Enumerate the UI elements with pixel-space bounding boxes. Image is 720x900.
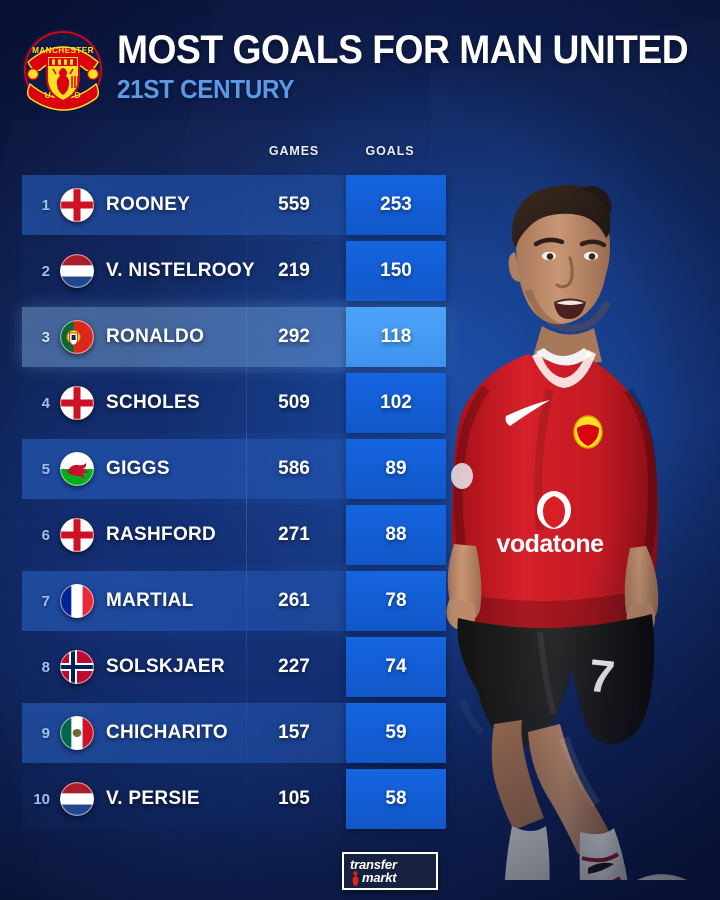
transfermarkt-logo-line2: markt — [362, 870, 397, 885]
row-rank: 8 — [41, 658, 50, 676]
england-flag-icon — [60, 188, 94, 222]
row-rank: 9 — [41, 724, 50, 742]
row-games-value: 227 — [278, 656, 310, 677]
row-goals-block: 89 — [346, 439, 446, 499]
wales-flag-icon — [60, 452, 94, 486]
column-header-games: GAMES — [268, 144, 320, 158]
row-rank: 10 — [33, 790, 50, 808]
column-divider — [246, 175, 247, 835]
row-games-value: 292 — [278, 326, 310, 347]
row-goals-block: 59 — [346, 703, 446, 763]
row-goals-value: 88 — [385, 524, 407, 545]
row-games-value: 509 — [278, 392, 310, 413]
row-goals-value: 253 — [380, 194, 412, 215]
norway-flag-icon — [60, 650, 94, 684]
mexico-flag-icon — [60, 716, 94, 750]
table-row[interactable]: 4 SCHOLES 509 102 — [0, 370, 460, 436]
row-games-value: 105 — [278, 788, 310, 809]
row-goals-block: 150 — [346, 241, 446, 301]
row-games-value: 586 — [278, 458, 310, 479]
transfermarkt-logo-line1: transfer — [350, 857, 397, 872]
row-goals-value: 150 — [380, 260, 412, 281]
row-goals-block: 58 — [346, 769, 446, 829]
column-header-goals: GOALS — [365, 144, 415, 158]
england-flag-icon — [60, 386, 94, 420]
transfermarkt-figure-icon — [352, 871, 359, 886]
row-rank: 3 — [41, 328, 50, 346]
table-row[interactable]: 8 SOLSKJAER 227 74 — [0, 634, 460, 700]
row-player-name: GIGGS — [106, 458, 170, 479]
row-games-value: 271 — [278, 524, 310, 545]
row-goals-value: 89 — [385, 458, 407, 479]
row-goals-block: 118 — [346, 307, 446, 367]
row-goals-value: 59 — [385, 722, 407, 743]
row-games-value: 261 — [278, 590, 310, 611]
row-goals-block: 88 — [346, 505, 446, 565]
table-row[interactable]: 3 RONALDO 292 118 — [0, 304, 460, 370]
row-goals-value: 118 — [380, 326, 412, 347]
row-games-value: 157 — [278, 722, 310, 743]
table-row[interactable]: 2 V. NISTELROOY 219 150 — [0, 238, 460, 304]
table-row[interactable]: 1 ROONEY 559 253 — [0, 172, 460, 238]
header: MANCHESTER UNITED MOST GOALS FOR MAN UNI… — [0, 0, 720, 128]
row-player-name: ROONEY — [106, 194, 191, 215]
svg-text:vodatone: vodatone — [496, 530, 604, 558]
france-flag-icon — [60, 584, 94, 618]
row-player-name: V. PERSIE — [106, 788, 200, 809]
row-player-name: CHICHARITO — [106, 722, 228, 743]
svg-text:MANCHESTER: MANCHESTER — [32, 46, 94, 55]
row-rank: 4 — [41, 394, 50, 412]
row-rank: 2 — [41, 262, 50, 280]
netherlands-flag-icon — [60, 782, 94, 816]
players-table: 1 ROONEY 559 253 2 V. NISTELROOY 219 150 3 RONALD… — [0, 172, 460, 832]
transfermarkt-logo: transfer markt — [342, 852, 438, 890]
row-rank: 7 — [41, 592, 50, 610]
cristiano-ronaldo-photo: vodatone 7 — [446, 185, 690, 880]
table-row[interactable]: 6 RASHFORD 271 88 — [0, 502, 460, 568]
row-games-value: 559 — [278, 194, 310, 215]
row-rank: 1 — [41, 196, 50, 214]
table-row[interactable]: 9 CHICHARITO 157 59 — [0, 700, 460, 766]
manchester-united-crest-icon: MANCHESTER UNITED — [22, 29, 104, 111]
page-subtitle: 21ST CENTURY — [117, 74, 295, 104]
row-rank: 5 — [41, 460, 50, 478]
row-goals-block: 253 — [346, 175, 446, 235]
row-goals-block: 78 — [346, 571, 446, 631]
row-rank: 6 — [41, 526, 50, 544]
row-goals-block: 74 — [346, 637, 446, 697]
row-player-name: RONALDO — [106, 326, 205, 347]
row-goals-value: 102 — [380, 392, 412, 413]
row-player-name: SCHOLES — [106, 392, 200, 413]
row-player-name: MARTIAL — [106, 590, 194, 611]
table-row[interactable]: 5 GIGGS 586 89 — [0, 436, 460, 502]
row-player-name: V. NISTELROOY — [106, 260, 255, 281]
row-goals-value: 74 — [385, 656, 407, 677]
svg-text:7: 7 — [586, 649, 617, 703]
row-goals-value: 78 — [385, 590, 407, 611]
england-flag-icon — [60, 518, 94, 552]
page-title: MOST GOALS FOR MAN UNITED — [117, 28, 689, 72]
row-goals-value: 58 — [385, 788, 407, 809]
table-row[interactable]: 10 V. PERSIE 105 58 — [0, 766, 460, 832]
row-player-name: RASHFORD — [106, 524, 217, 545]
portugal-flag-icon — [60, 320, 94, 354]
row-player-name: SOLSKJAER — [106, 656, 225, 677]
table-row[interactable]: 7 MARTIAL 261 78 — [0, 568, 460, 634]
netherlands-flag-icon — [60, 254, 94, 288]
row-goals-block: 102 — [346, 373, 446, 433]
row-games-value: 219 — [278, 260, 310, 281]
